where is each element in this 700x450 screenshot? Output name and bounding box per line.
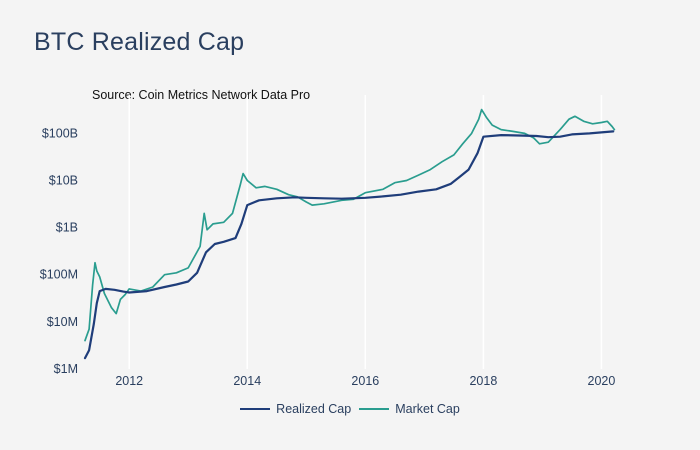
- y-tick-label-1B: $1B: [56, 221, 78, 235]
- x-tick-label-2012: 2012: [115, 374, 143, 388]
- legend-label-market-cap: Market Cap: [395, 402, 460, 416]
- series-line-market-cap: [84, 108, 616, 342]
- y-tick-label-10B: $10B: [49, 173, 78, 187]
- legend[interactable]: Realized Cap Market Cap: [0, 402, 700, 416]
- legend-item-realized-cap[interactable]: Realized Cap: [240, 402, 351, 416]
- series-line-realized-cap: [83, 130, 615, 360]
- x-tick-label-2016: 2016: [351, 374, 379, 388]
- chart-title: BTC Realized Cap: [34, 28, 245, 56]
- legend-label-realized-cap: Realized Cap: [276, 402, 352, 416]
- legend-swatch-market-cap: [359, 408, 390, 410]
- legend-item-market-cap[interactable]: Market Cap: [359, 402, 460, 416]
- x-tick-label-2014: 2014: [233, 374, 261, 388]
- x-tick-label-2018: 2018: [469, 374, 497, 388]
- legend-swatch-realized-cap: [240, 408, 271, 410]
- y-tick-label-100M: $100M: [40, 268, 78, 282]
- x-axis-ticks: 2012 2014 2016 2018 2020: [115, 374, 615, 388]
- series-lines: [83, 108, 616, 360]
- y-tick-label-1M: $1M: [54, 362, 78, 376]
- x-tick-label-2020: 2020: [588, 374, 616, 388]
- y-tick-label-100B: $100B: [42, 126, 78, 140]
- gridlines: [128, 95, 603, 369]
- source-note: Source: Coin Metrics Network Data Pro: [92, 88, 311, 102]
- y-axis-ticks: $1M $10M $100M $1B $10B $100B: [40, 126, 78, 376]
- y-tick-label-10M: $10M: [47, 315, 78, 329]
